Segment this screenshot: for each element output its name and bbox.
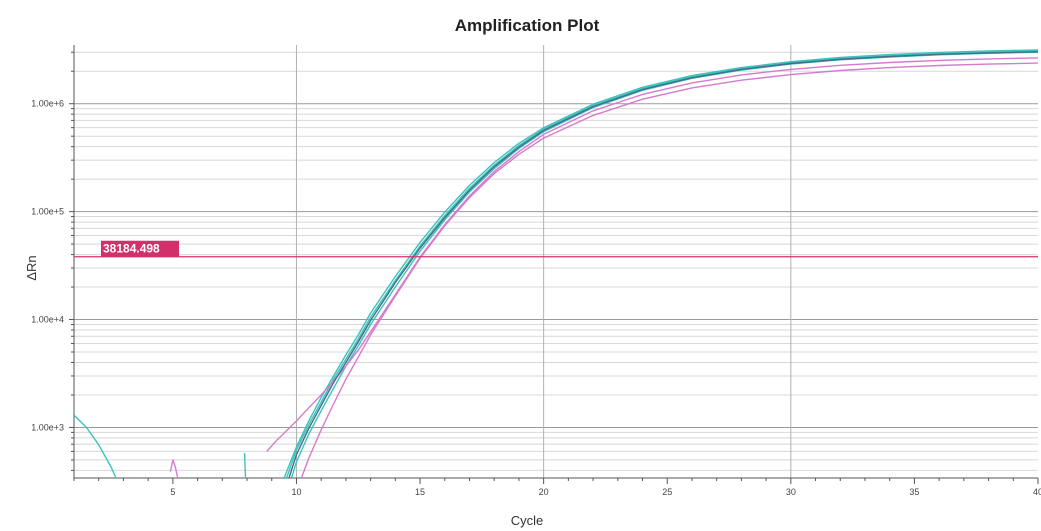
- amplification-curve: [169, 459, 179, 478]
- tick-labels: 5 10 15 20 25 30 35 40 1.00e+3 1.00e+4 1.00e+5 1.00…: [31, 99, 1041, 497]
- y-axis-label: ΔRn: [24, 255, 39, 280]
- x-tick-label: 10: [291, 487, 301, 497]
- amplification-curve: [74, 414, 117, 478]
- x-tick-label: 5: [170, 487, 175, 497]
- x-tick-label: 25: [662, 487, 672, 497]
- axes: [69, 45, 1039, 484]
- amplification-curve: [288, 51, 1038, 478]
- y-tick-label: 1.00e+5: [31, 207, 64, 217]
- grid: [74, 45, 1038, 478]
- x-axis-label: Cycle: [511, 513, 544, 528]
- amplification-curve: [266, 57, 1038, 452]
- amplification-curve: [283, 49, 1038, 478]
- x-tick-label: 40: [1033, 487, 1041, 497]
- x-tick-label: 20: [539, 487, 549, 497]
- amplification-curve: [243, 452, 247, 478]
- series-group: [74, 49, 1038, 478]
- x-tick-label: 35: [909, 487, 919, 497]
- x-tick-label: 15: [415, 487, 425, 497]
- y-tick-label: 1.00e+6: [31, 99, 64, 109]
- chart-title: Amplification Plot: [455, 16, 600, 35]
- amplification-curve: [300, 62, 1038, 478]
- threshold-label: 38184.498: [103, 242, 160, 256]
- threshold-label-background: [101, 240, 179, 257]
- y-tick-label: 1.00e+4: [31, 315, 64, 325]
- y-tick-label: 1.00e+3: [31, 422, 64, 432]
- threshold-group: 38184.498: [74, 240, 1038, 258]
- x-tick-label: 30: [786, 487, 796, 497]
